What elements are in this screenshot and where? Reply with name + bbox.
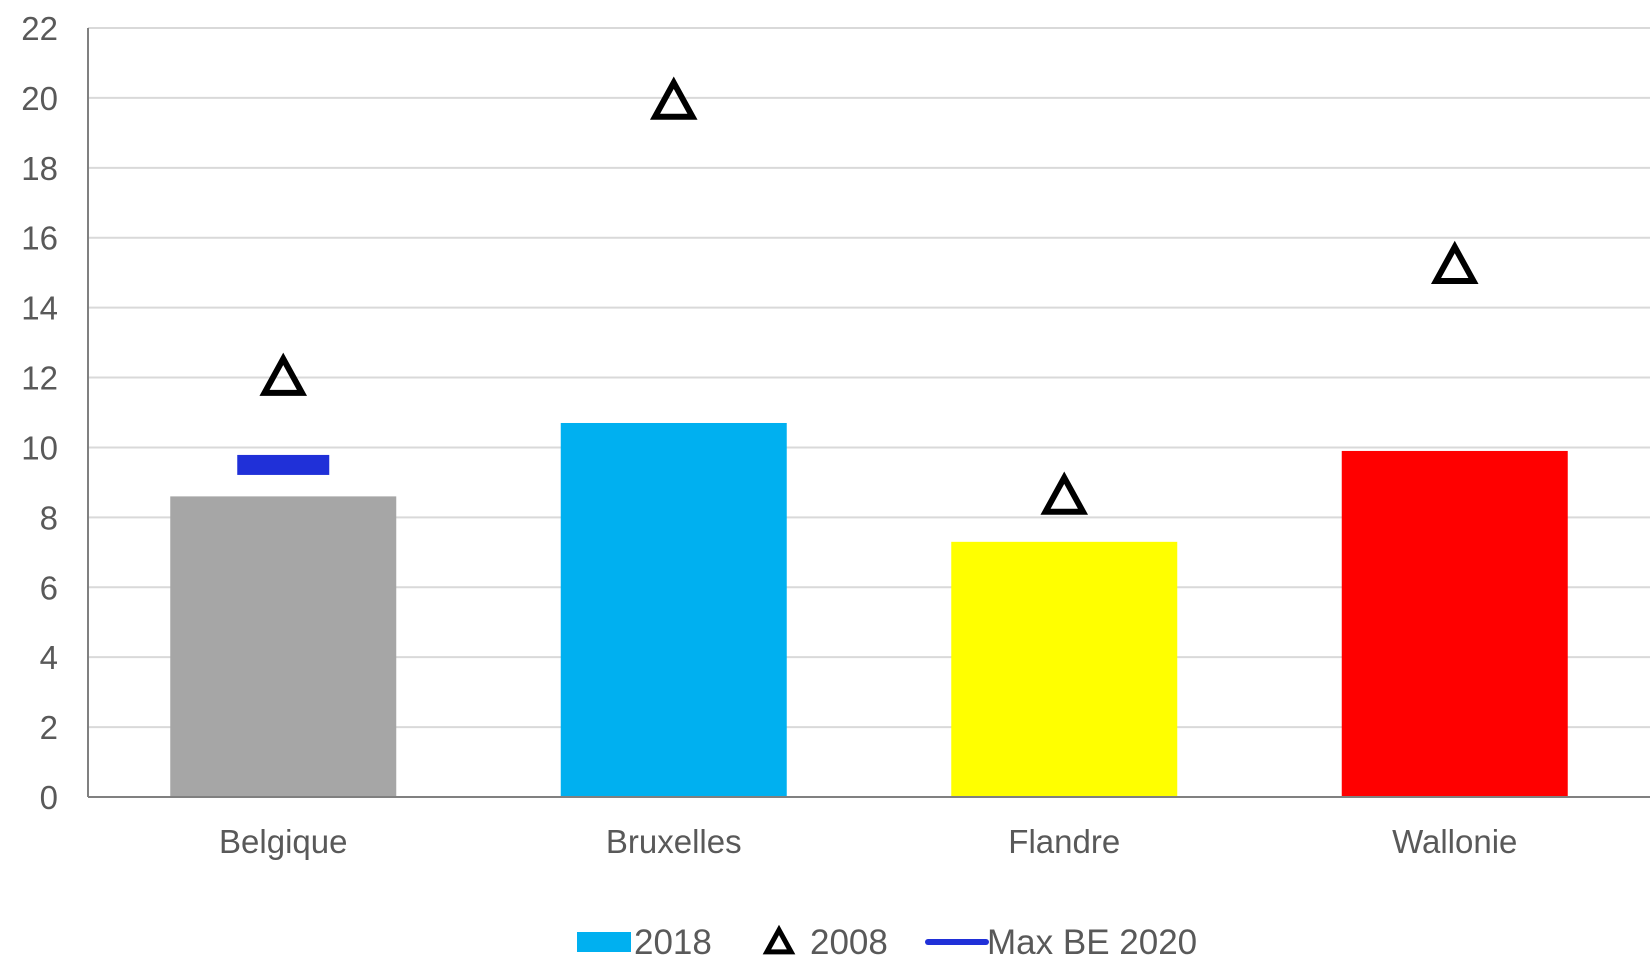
y-tick-label: 18	[21, 150, 58, 187]
legend-swatch-2018	[577, 932, 631, 952]
x-tick-labels: Belgique Bruxelles Flandre Wallonie	[219, 823, 1517, 860]
legend-swatch-2008	[762, 924, 796, 955]
markers-2008	[259, 76, 1479, 515]
y-tick-label: 14	[21, 290, 58, 327]
y-tick-label: 16	[21, 220, 58, 257]
bar-belgique	[170, 496, 397, 797]
legend-label-max-be-2020: Max BE 2020	[987, 923, 1197, 959]
y-tick-label: 0	[40, 779, 58, 816]
y-tick-label: 22	[21, 10, 58, 47]
x-tick-label: Flandre	[1008, 823, 1120, 860]
x-tick-label: Wallonie	[1392, 823, 1517, 860]
x-tick-label: Belgique	[219, 823, 347, 860]
y-tick-label: 2	[40, 709, 58, 746]
marker-2008-wallonie	[1430, 240, 1479, 284]
legend-label-2018: 2018	[634, 923, 712, 959]
marker-max-be-2020-belgique	[237, 454, 330, 475]
y-tick-label: 10	[21, 429, 58, 466]
y-tick-labels: 0 2 4 6 8 10 12 14 16 18 20 22	[21, 10, 58, 816]
legend: 2018 2008 Max BE 2020	[577, 923, 1197, 962]
marker-2008-bruxelles	[649, 76, 698, 120]
bars-2018	[170, 422, 1568, 797]
bar-wallonie	[1341, 450, 1568, 797]
markers-max-be-2020	[237, 454, 330, 475]
marker-2008-belgique	[259, 352, 308, 396]
y-tick-label: 20	[21, 80, 58, 117]
y-tick-label: 6	[40, 569, 58, 606]
bar-flandre	[951, 541, 1178, 797]
x-tick-label: Bruxelles	[606, 823, 742, 860]
y-tick-label: 4	[40, 639, 58, 676]
axes	[87, 28, 1650, 798]
bar-bruxelles	[560, 422, 787, 797]
y-tick-label: 8	[40, 499, 58, 536]
legend-label-2008: 2008	[810, 923, 888, 959]
marker-2008-flandre	[1040, 471, 1089, 515]
y-tick-label: 12	[21, 360, 58, 397]
